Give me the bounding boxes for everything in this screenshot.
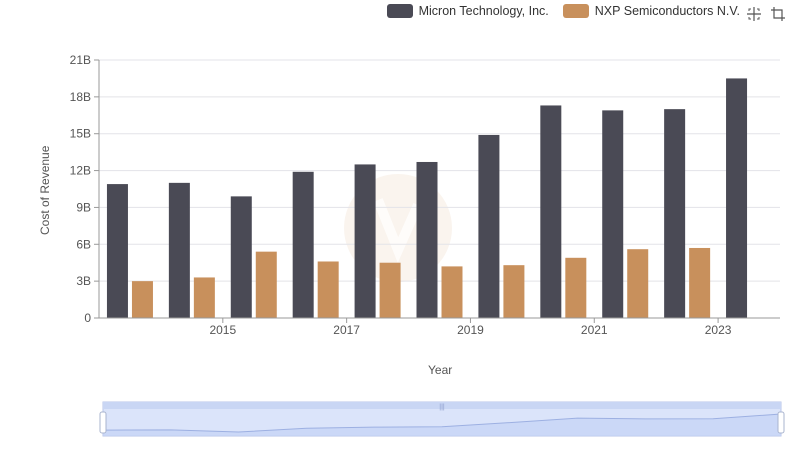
zoom-icon[interactable]: [746, 6, 762, 22]
bar-nxp-2017[interactable]: [317, 261, 339, 318]
bar-micron-2017[interactable]: [292, 171, 314, 318]
bar-micron-2015[interactable]: [168, 182, 190, 318]
y-tick-label: 21B: [70, 53, 91, 67]
y-tick-label: 15B: [70, 127, 91, 141]
x-axis-title: Year: [428, 363, 453, 377]
bar-nxp-2016[interactable]: [255, 251, 277, 318]
overview-slider[interactable]: |||: [99, 401, 785, 437]
bar-nxp-2020[interactable]: [503, 265, 525, 318]
bars: [106, 78, 748, 319]
bar-micron-2019[interactable]: [416, 161, 438, 318]
legend-label-nxp: NXP Semiconductors N.V.: [594, 4, 740, 18]
legend-item-micron[interactable]: Micron Technology, Inc.: [386, 4, 549, 18]
bar-micron-2020[interactable]: [478, 134, 500, 318]
y-tick-label: 6B: [76, 237, 91, 251]
bar-micron-2023[interactable]: [664, 109, 686, 319]
slider-right-handle[interactable]: [777, 411, 785, 434]
reset-zoom-icon[interactable]: [770, 6, 786, 22]
x-tick-label: 2019: [457, 323, 484, 337]
y-tick-label: 12B: [70, 164, 91, 178]
chart-toolbar: [746, 6, 786, 22]
bar-nxp-2018[interactable]: [379, 262, 401, 318]
x-tick-label: 2015: [209, 323, 236, 337]
x-tick-label: 2021: [581, 323, 608, 337]
y-axis: 0 3B 6B 9B 12B 15B 18B 21B: [70, 53, 100, 325]
bar-micron-2014[interactable]: [106, 184, 128, 318]
bar-nxp-2022[interactable]: [627, 249, 649, 318]
bar-micron-2018[interactable]: [354, 164, 376, 318]
slider-left-handle[interactable]: [99, 411, 107, 434]
slider-grip-icon[interactable]: |||: [439, 404, 445, 411]
legend-swatch-micron: [386, 4, 413, 18]
y-tick-label: 3B: [76, 274, 91, 288]
bar-micron-2022[interactable]: [602, 110, 624, 318]
bar-micron-2016[interactable]: [230, 196, 252, 318]
y-tick-label: 18B: [70, 90, 91, 104]
y-tick-label: 0: [84, 311, 91, 325]
x-tick-label: 2017: [333, 323, 360, 337]
x-axis: 2015 2017 2019 2021 2023: [99, 317, 780, 337]
bar-nxp-2021[interactable]: [565, 257, 587, 318]
bar-micron-2024[interactable]: [726, 78, 748, 318]
bar-nxp-2019[interactable]: [441, 266, 463, 318]
x-tick-label: 2023: [705, 323, 732, 337]
legend-swatch-nxp: [562, 4, 589, 18]
bar-nxp-2015[interactable]: [193, 277, 215, 318]
bar-nxp-2014[interactable]: [131, 281, 153, 318]
legend-item-nxp[interactable]: NXP Semiconductors N.V.: [562, 4, 740, 18]
chart-legend: Micron Technology, Inc. NXP Semiconducto…: [386, 4, 740, 18]
legend-label-micron: Micron Technology, Inc.: [418, 4, 549, 18]
slider-top-bar[interactable]: [103, 402, 781, 409]
bar-nxp-2023[interactable]: [689, 247, 711, 318]
slider-preview-line: [102, 413, 782, 433]
bar-micron-2021[interactable]: [540, 105, 562, 318]
y-tick-label: 9B: [76, 200, 91, 214]
